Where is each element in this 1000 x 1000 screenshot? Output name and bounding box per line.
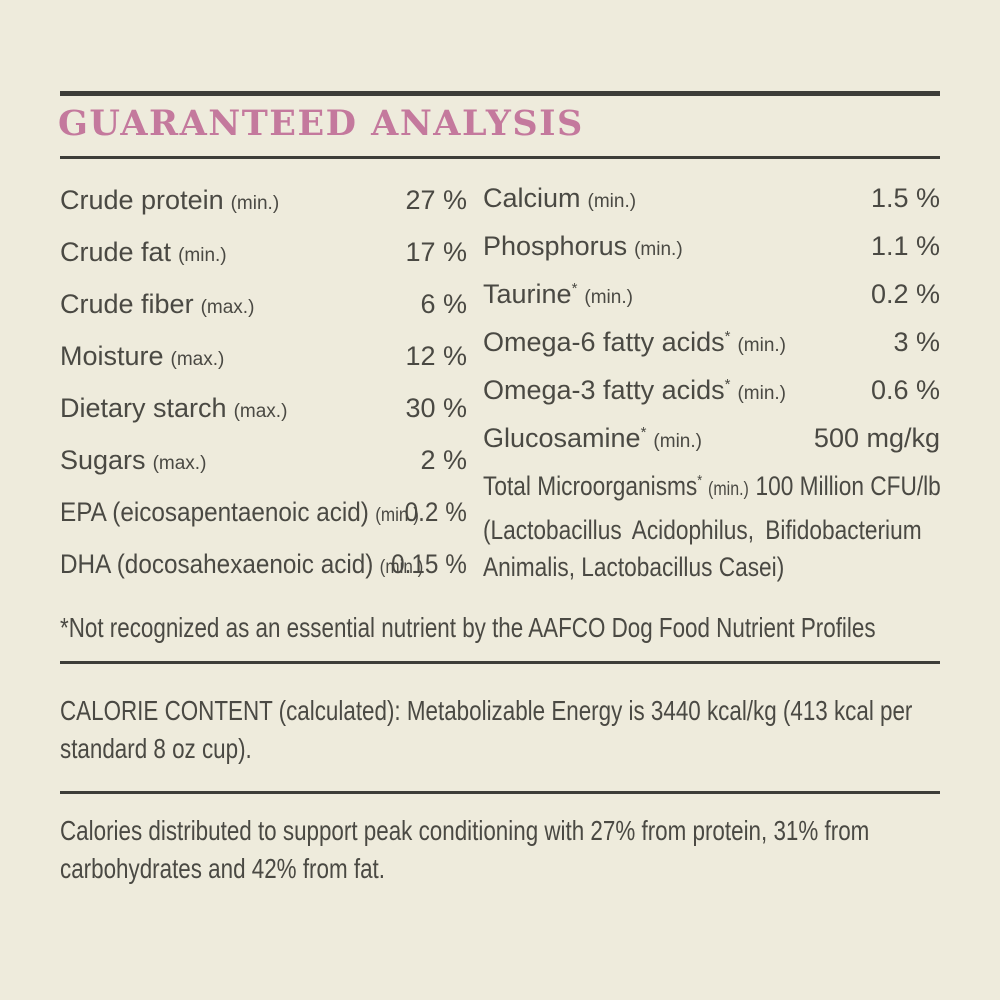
nutrient-label: EPA (eicosapentaenoic acid)	[60, 497, 369, 527]
nutrient-value: 0.2 %	[404, 497, 467, 527]
nutrient-qualifier: (max.)	[170, 349, 225, 370]
divider-footnote	[60, 661, 940, 664]
nutrient-label: Sugars	[60, 445, 146, 475]
nutrient-qualifier: (min.)	[379, 557, 424, 578]
nutrient-row-sugars: Sugars (max.) 2 %	[60, 436, 467, 488]
calorie-content-line1: CALORIE CONTENT (calculated): Metaboliza…	[60, 695, 913, 726]
nutrient-qualifier: (min.)	[375, 505, 419, 526]
nutrient-value: 17 %	[405, 237, 467, 267]
nutrient-qualifier: (min.)	[584, 287, 633, 308]
nutrient-row-phosphorus: Phosphorus (min.) 1.1 %	[483, 224, 940, 272]
analysis-table: Crude protein (min.) 27 % Crude fat (min.)…	[60, 176, 941, 592]
asterisk-mark: *	[697, 472, 703, 489]
nutrient-row-dha: DHA (docosahexaenoic acid) (min.) 0.15 %	[60, 540, 467, 592]
nutrient-value: 30 %	[405, 393, 467, 423]
nutrient-label: DHA (docosahexaenoic acid)	[60, 549, 374, 579]
aafco-footnote: *Not recognized as an essential nutrient…	[60, 612, 876, 643]
analysis-right-column: Calcium (min.) 1.5 % Phosphorus (min.) 1.1…	[483, 176, 941, 592]
nutrient-label: Crude fiber	[60, 289, 194, 319]
nutrient-row-calcium: Calcium (min.) 1.5 %	[483, 176, 940, 224]
nutrient-value: 2 %	[420, 445, 467, 475]
microorganism-species-detail: (Lactobacillus Acidophilus, Bifidobacter…	[483, 512, 941, 586]
nutrient-qualifier: (min.)	[653, 431, 702, 452]
nutrient-qualifier: (min.)	[587, 191, 637, 212]
nutrient-row-taurine: Taurine* (min.) 0.2 %	[483, 272, 940, 320]
nutrient-value: 0.6 %	[870, 375, 940, 405]
asterisk-mark: *	[724, 328, 731, 345]
nutrient-label: Moisture	[60, 341, 164, 371]
nutrient-row-glucosamine: Glucosamine* (min.) 500 mg/kg	[483, 416, 940, 464]
nutrient-qualifier: (min.)	[708, 479, 749, 500]
nutrient-qualifier: (min.)	[634, 239, 683, 260]
microorganism-detail-line2: Animalis, Lactobacillus Casei)	[483, 552, 785, 582]
nutrient-row-moisture: Moisture (max.) 12 %	[60, 332, 467, 384]
microorganism-detail-line1: (Lactobacillus Acidophilus, Bifidobacter…	[483, 515, 922, 545]
nutrient-value: 1.5 %	[870, 183, 940, 213]
nutrient-row-crude-protein: Crude protein (min.) 27 %	[60, 176, 467, 228]
nutrient-label: Calcium	[483, 183, 581, 213]
nutrient-label: Taurine	[483, 279, 572, 309]
nutrient-row-total-microorganisms: Total Microorganisms* (min.) 100 Million …	[483, 464, 941, 512]
nutrient-qualifier: (min.)	[737, 335, 787, 356]
nutrient-qualifier: (max.)	[152, 453, 207, 474]
nutrient-label: Dietary starch	[60, 393, 227, 423]
analysis-left-column: Crude protein (min.) 27 % Crude fat (min.)…	[60, 176, 467, 592]
nutrient-value: 0.15 %	[391, 549, 467, 579]
calorie-distribution-paragraph: Calories distributed to support peak con…	[60, 812, 940, 888]
nutrient-row-dietary-starch: Dietary starch (max.) 30 %	[60, 384, 467, 436]
divider-under-title	[60, 156, 940, 159]
asterisk-mark: *	[571, 280, 578, 297]
calorie-distribution-line2: carbohydrates and 42% from fat.	[60, 853, 385, 884]
nutrient-row-crude-fiber: Crude fiber (max.) 6 %	[60, 280, 467, 332]
calorie-content-paragraph: CALORIE CONTENT (calculated): Metaboliza…	[60, 692, 940, 768]
divider-top	[60, 91, 940, 96]
nutrient-row-epa: EPA (eicosapentaenoic acid) (min.) 0.2 %	[60, 488, 467, 540]
nutrient-value: 12 %	[405, 341, 467, 371]
nutrient-row-omega3: Omega-3 fatty acids* (min.) 0.6 %	[483, 368, 940, 416]
nutrient-value: 1.1 %	[870, 231, 940, 261]
nutrient-row-omega6: Omega-6 fatty acids* (min.) 3 %	[483, 320, 940, 368]
asterisk-mark: *	[640, 424, 647, 441]
nutrient-label: Glucosamine	[483, 423, 641, 453]
nutrient-label: Omega-3 fatty acids	[483, 375, 725, 405]
nutrient-label: Crude fat	[60, 237, 172, 267]
nutrient-label: Omega-6 fatty acids	[483, 327, 725, 357]
nutrient-label: Total Microorganisms	[483, 471, 698, 501]
nutrient-qualifier: (max.)	[200, 297, 255, 318]
page-title: GUARANTEED ANALYSIS	[58, 103, 584, 144]
nutrient-qualifier: (min.)	[178, 245, 227, 266]
nutrient-value: 27 %	[405, 185, 467, 215]
nutrient-value: 500 mg/kg	[813, 423, 940, 453]
nutrient-qualifier: (min.)	[230, 193, 280, 214]
calorie-distribution-line1: Calories distributed to support peak con…	[60, 815, 870, 846]
nutrient-value: 6 %	[420, 289, 467, 319]
nutrient-label: Crude protein	[60, 185, 224, 215]
nutrient-value: 0.2 %	[870, 279, 940, 309]
nutrient-row-crude-fat: Crude fat (min.) 17 %	[60, 228, 467, 280]
nutrient-qualifier: (max.)	[233, 401, 288, 422]
calorie-content-line2: standard 8 oz cup).	[60, 733, 252, 764]
divider-calorie	[60, 791, 940, 794]
asterisk-mark: *	[724, 376, 731, 393]
nutrient-value: 100 Million CFU/lb	[755, 471, 941, 501]
nutrient-label: Phosphorus	[483, 231, 628, 261]
nutrient-value: 3 %	[893, 327, 940, 357]
nutrient-qualifier: (min.)	[737, 383, 787, 404]
